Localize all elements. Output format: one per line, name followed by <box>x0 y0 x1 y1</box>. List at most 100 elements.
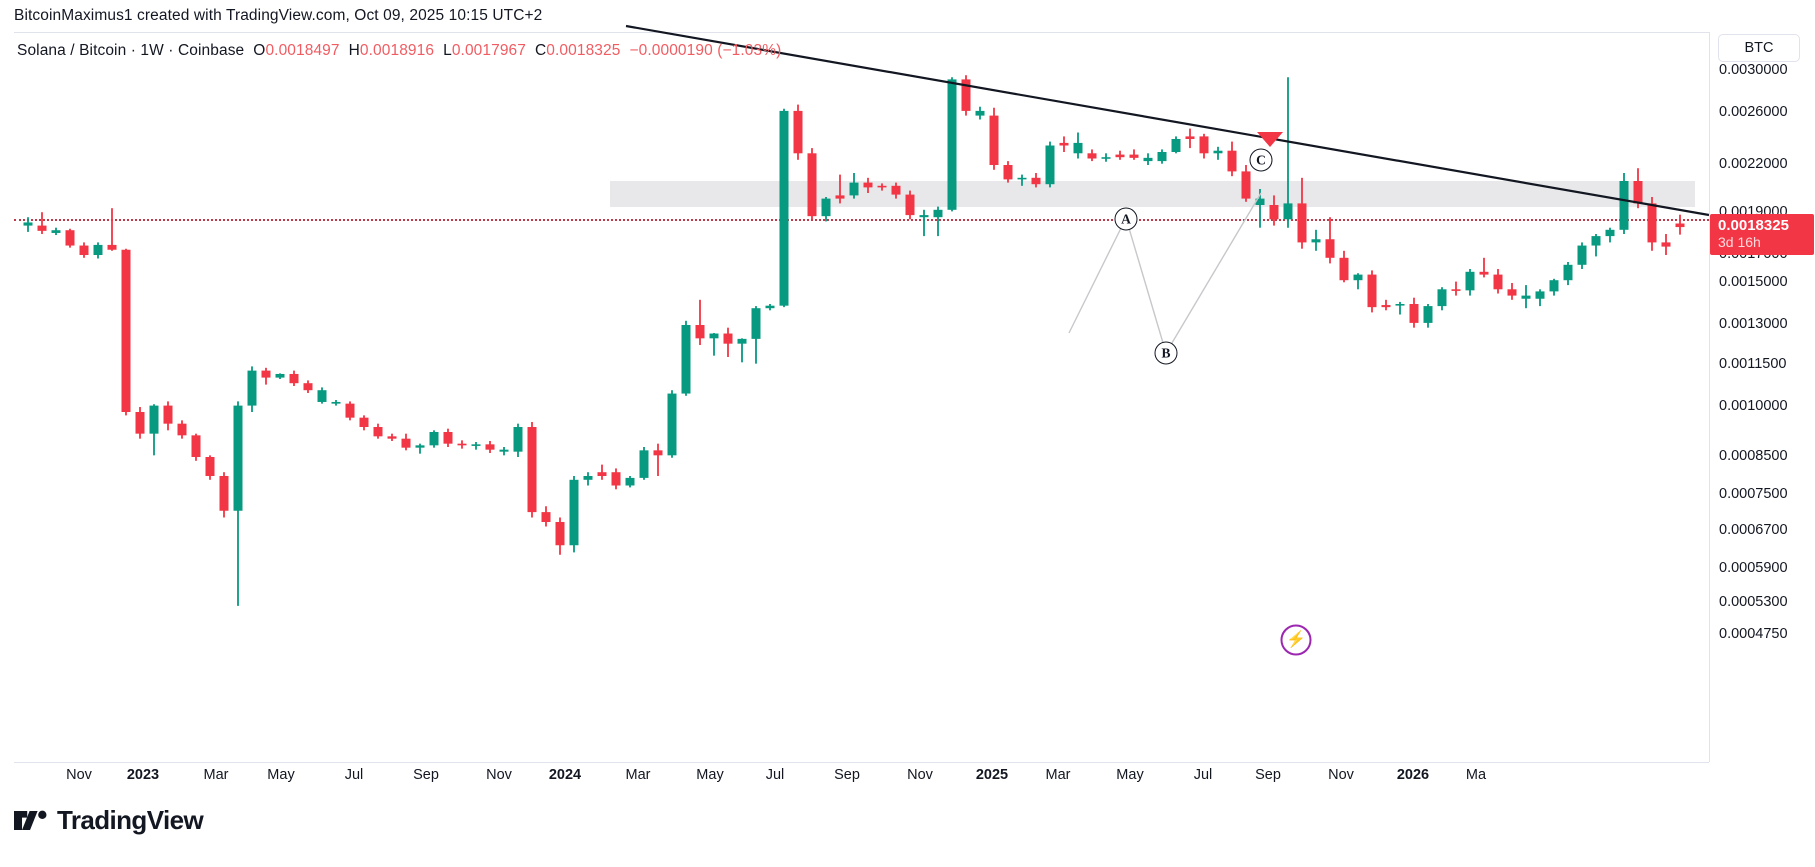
candle-body <box>93 244 103 255</box>
candle-body <box>1031 177 1041 185</box>
legend-open-value: 0.0018497 <box>265 42 340 59</box>
candle-body <box>1297 203 1307 243</box>
candle-body <box>1241 171 1251 199</box>
candle-body <box>1199 136 1209 154</box>
candle-body <box>1143 157 1153 162</box>
candle-body <box>1451 289 1461 291</box>
candle-body <box>863 182 873 188</box>
candle-body <box>1213 150 1223 154</box>
legend-separator-1: · <box>130 42 136 59</box>
price-tick: 0.0011500 <box>1719 356 1787 372</box>
legend-symbol[interactable]: Solana / Bitcoin <box>17 42 127 59</box>
legend-low-value: 0.0017967 <box>451 42 526 59</box>
candle-body <box>905 194 915 216</box>
candle-body <box>1647 203 1657 243</box>
candle-body <box>79 245 89 255</box>
price-tick: 0.0022000 <box>1719 156 1788 172</box>
time-tick: Jul <box>765 767 785 783</box>
wave-label-a[interactable]: A <box>1114 207 1138 231</box>
candle-body <box>289 373 299 384</box>
candle-body <box>345 403 355 418</box>
candle-body <box>751 308 761 339</box>
candle-body <box>891 185 901 195</box>
candle-body <box>499 449 509 452</box>
candle-body <box>37 225 47 231</box>
candle-body <box>1381 305 1391 308</box>
price-tick: 0.0005300 <box>1719 594 1788 610</box>
descending-trendline <box>625 24 1710 217</box>
price-tick: 0.0010000 <box>1719 398 1788 414</box>
candle-body <box>709 333 719 339</box>
candle-body <box>177 423 187 436</box>
candle-body <box>429 432 439 446</box>
time-tick: Mar <box>203 767 229 783</box>
candle-body <box>1325 239 1335 258</box>
wave-label-b[interactable]: B <box>1154 341 1178 365</box>
time-tick: Mar <box>1045 767 1071 783</box>
price-tick: 0.0013000 <box>1719 316 1788 332</box>
candle-body <box>1353 274 1363 281</box>
candle-body <box>1409 304 1419 323</box>
candle-body <box>1437 289 1447 307</box>
price-scale[interactable]: BTC 0.0030000 0.0026000 0.0022000 0.0019000… <box>1709 32 1815 762</box>
time-tick: May <box>1116 767 1144 783</box>
bearish-arrow-marker[interactable] <box>1257 132 1283 147</box>
candle-body <box>135 412 145 434</box>
plot-frame[interactable]: A B C ⚡ <box>14 24 1710 763</box>
candle-body <box>1507 289 1517 296</box>
lightning-icon[interactable]: ⚡ <box>1280 624 1312 656</box>
candle-body <box>1227 150 1237 172</box>
candle-body <box>149 405 159 434</box>
candle-body <box>163 405 173 424</box>
candle-body <box>1619 181 1629 230</box>
candle-body <box>933 209 943 218</box>
current-price-badge[interactable]: 0.0018325 3d 16h <box>1710 214 1814 255</box>
candle-body <box>1003 165 1013 180</box>
candle-body <box>1367 274 1377 308</box>
wave-label-c[interactable]: C <box>1249 148 1273 172</box>
time-tick: Nov <box>486 767 512 783</box>
price-tick: 0.0026000 <box>1719 104 1788 120</box>
candle-body <box>1129 154 1139 158</box>
tradingview-footer[interactable]: TradingView <box>14 805 204 836</box>
supply-zone-rectangle[interactable] <box>610 181 1695 207</box>
chart-legend[interactable]: Solana / Bitcoin · 1W · Coinbase O0.00184… <box>17 42 781 60</box>
candle-body <box>681 325 691 394</box>
candle-body <box>1339 257 1349 281</box>
candle-body <box>1423 306 1433 323</box>
candle-body <box>457 443 467 446</box>
time-tick: Ma <box>1465 767 1487 783</box>
candle-body <box>331 401 341 404</box>
time-tick: Sep <box>834 767 860 783</box>
currency-unit-badge[interactable]: BTC <box>1718 34 1800 62</box>
legend-exchange[interactable]: Coinbase <box>177 42 245 59</box>
time-tick: 2026 <box>1396 767 1430 783</box>
time-tick: Sep <box>1255 767 1281 783</box>
candle-body <box>695 325 705 339</box>
time-tick: 2025 <box>975 767 1009 783</box>
chart-area[interactable]: A B C ⚡ Solana / Bitcoin · 1W · Coinbase… <box>0 24 1815 763</box>
candle-body <box>849 182 859 196</box>
candle-body <box>191 435 201 457</box>
candle-body <box>779 110 789 306</box>
candle-body <box>1591 236 1601 246</box>
candle-body <box>261 370 271 378</box>
abc-wave-path <box>1068 192 1262 355</box>
candle-body <box>121 249 131 412</box>
chart-canvas[interactable] <box>14 24 1710 763</box>
legend-interval[interactable]: 1W <box>140 42 164 59</box>
candle-body <box>835 195 845 199</box>
candle-body <box>1171 139 1181 152</box>
candle-body <box>51 230 61 233</box>
time-scale[interactable]: Nov 2023 Mar May Jul Sep Nov 2024 Mar May Jul Sep No… <box>14 762 1709 793</box>
candle-body <box>737 338 747 344</box>
candle-body <box>1675 223 1685 228</box>
candle-body <box>527 427 537 513</box>
candle-body <box>1311 239 1321 243</box>
candlestick-series <box>23 75 1685 606</box>
candle-body <box>961 79 971 111</box>
time-tick: May <box>267 767 295 783</box>
candle-body <box>471 444 481 446</box>
candle-body <box>485 444 495 450</box>
time-tick: Jul <box>1193 767 1213 783</box>
